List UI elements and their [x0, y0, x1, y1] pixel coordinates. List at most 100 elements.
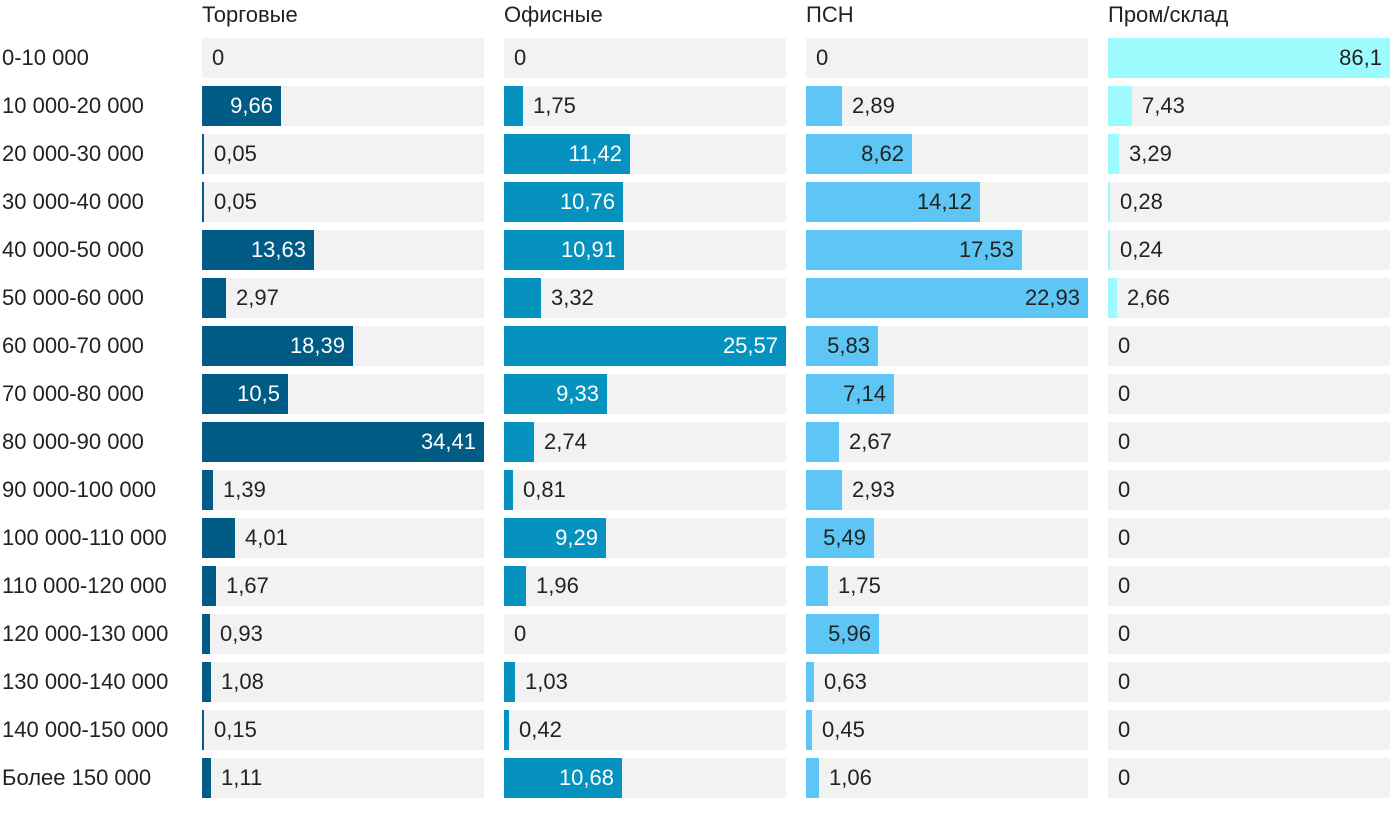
- data-label: 13,63: [250, 237, 306, 262]
- bar: [806, 134, 912, 174]
- data-label: 0,45: [822, 717, 865, 742]
- series-title: Пром/склад: [1108, 2, 1229, 27]
- bar-track: 0,15: [202, 710, 484, 750]
- series-title: Офисные: [504, 2, 603, 27]
- bar-track: 0: [504, 38, 786, 78]
- data-label: 34,41: [420, 429, 476, 454]
- bar: [806, 614, 879, 654]
- bar: [202, 134, 204, 174]
- data-label: 10,91: [560, 237, 616, 262]
- data-label: 1,75: [533, 93, 576, 118]
- category-label: Более 150 000: [2, 765, 152, 790]
- bar-track: 14,12: [806, 182, 1088, 222]
- data-label: 0: [1118, 573, 1131, 598]
- bar-track: 18,39: [202, 326, 484, 366]
- category-label: 60 000-70 000: [2, 333, 144, 358]
- bar-track: 0: [1108, 710, 1390, 750]
- series-title: Торговые: [202, 2, 298, 27]
- data-label: 11,42: [568, 141, 622, 166]
- bar-track: 1,75: [806, 566, 1088, 606]
- category-label: 70 000-80 000: [2, 381, 144, 406]
- category-label: 110 000-120 000: [2, 573, 167, 598]
- bar: [504, 662, 515, 702]
- data-label: 4,01: [245, 525, 288, 550]
- data-label: 7,43: [1142, 93, 1185, 118]
- bar-track: 1,96: [504, 566, 786, 606]
- bar-track: 0,28: [1108, 182, 1390, 222]
- bar: [202, 86, 281, 126]
- bar-track: 8,62: [806, 134, 1088, 174]
- bar-track: 0: [1108, 326, 1390, 366]
- bar: [202, 470, 213, 510]
- bar-track: 10,5: [202, 374, 484, 414]
- data-label: 0,93: [220, 621, 263, 646]
- bar-track: 10,76: [504, 182, 786, 222]
- data-label: 2,97: [236, 285, 279, 310]
- bar-track: 0: [1108, 758, 1390, 798]
- bar: [202, 326, 353, 366]
- category-label: 30 000-40 000: [2, 189, 144, 214]
- bar-track: 7,14: [806, 374, 1088, 414]
- bar-track: 0: [1108, 518, 1390, 558]
- category-label: 50 000-60 000: [2, 285, 144, 310]
- bar: [504, 86, 523, 126]
- bar-track: 5,83: [806, 326, 1088, 366]
- category-label: 140 000-150 000: [2, 717, 169, 742]
- bar: [504, 470, 513, 510]
- data-label: 17,53: [958, 237, 1014, 262]
- bar-track: 0: [1108, 422, 1390, 462]
- bar: [806, 374, 894, 414]
- category-label: 0-10 000: [2, 45, 89, 70]
- data-label: 0,63: [824, 669, 867, 694]
- bar-track: 2,89: [806, 86, 1088, 126]
- bar-track: 0: [504, 614, 786, 654]
- bar: [1108, 134, 1119, 174]
- data-label: 1,03: [525, 669, 568, 694]
- data-label: 1,67: [226, 573, 269, 598]
- bar-track: 5,96: [806, 614, 1088, 654]
- data-label: 0: [816, 45, 829, 70]
- data-label: 10,68: [558, 765, 614, 790]
- bar: [504, 374, 607, 414]
- bar: [806, 422, 839, 462]
- bar-track: 0: [1108, 470, 1390, 510]
- data-label: 2,67: [849, 429, 892, 454]
- bar: [806, 326, 878, 366]
- data-label: 0,15: [214, 717, 257, 742]
- bar-track: 13,63: [202, 230, 484, 270]
- bar: [806, 758, 819, 798]
- data-label: 0: [1118, 717, 1131, 742]
- category-label: 100 000-110 000: [2, 525, 167, 550]
- data-label: 10,5: [237, 381, 280, 406]
- data-label: 0,81: [523, 477, 566, 502]
- bar-track: 1,67: [202, 566, 484, 606]
- bar: [202, 182, 204, 222]
- data-label: 10,76: [559, 189, 615, 214]
- bar-track: 34,41: [202, 422, 484, 462]
- category-label: 80 000-90 000: [2, 429, 144, 454]
- bar: [806, 182, 980, 222]
- bar: [806, 710, 812, 750]
- data-label: 0: [1118, 333, 1131, 358]
- data-label: 14,12: [916, 189, 972, 214]
- data-label: 0,05: [214, 189, 257, 214]
- bar: [1108, 182, 1110, 222]
- data-label: 0: [1118, 765, 1131, 790]
- bar: [202, 614, 210, 654]
- bar: [504, 422, 534, 462]
- bar-track: 2,97: [202, 278, 484, 318]
- data-label: 3,29: [1129, 141, 1172, 166]
- bar-track: 9,66: [202, 86, 484, 126]
- bar: [202, 374, 288, 414]
- bar: [202, 230, 314, 270]
- bar: [202, 422, 484, 462]
- bar-track: 3,32: [504, 278, 786, 318]
- data-label: 2,93: [852, 477, 895, 502]
- bar-track: 0: [1108, 566, 1390, 606]
- category-label: 10 000-20 000: [2, 93, 144, 118]
- data-label: 0,24: [1120, 237, 1163, 262]
- bar-track: 10,68: [504, 758, 786, 798]
- data-label: 0,42: [519, 717, 562, 742]
- bar-track: 0,63: [806, 662, 1088, 702]
- data-label: 0: [1118, 621, 1131, 646]
